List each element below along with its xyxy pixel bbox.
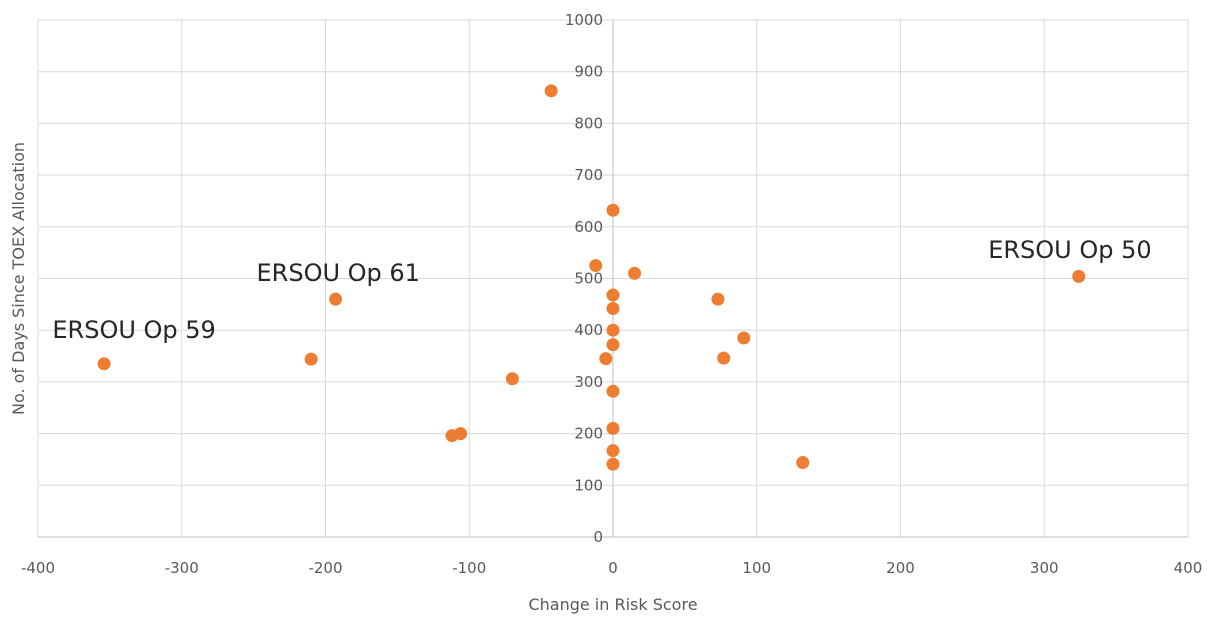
data-point <box>606 444 620 458</box>
data-point <box>796 456 810 470</box>
x-tick-label: 0 <box>608 559 618 577</box>
x-tick-label: 400 <box>1174 559 1203 577</box>
data-point <box>606 203 620 217</box>
data-point <box>329 292 343 306</box>
x-tick-label: 300 <box>1030 559 1059 577</box>
annotations: ERSOU Op 59 ERSOU Op 61 ERSOU Op 50 <box>52 236 1151 344</box>
data-point <box>606 288 620 302</box>
data-point <box>589 259 603 273</box>
data-point <box>628 266 642 280</box>
data-point <box>711 292 725 306</box>
y-tick-label: 200 <box>574 425 603 443</box>
data-point <box>606 338 620 352</box>
x-tick-label: 200 <box>886 559 915 577</box>
data-point <box>599 352 613 366</box>
data-point <box>454 427 468 441</box>
x-tick-label: -200 <box>308 559 342 577</box>
point-annotation: ERSOU Op 61 <box>257 259 420 287</box>
data-point <box>606 323 620 337</box>
tick-labels: -400 -300 -200 -100 0 100 200 300 400 0 100 200 300 4… <box>21 11 1202 577</box>
data-point <box>606 301 620 315</box>
y-tick-label: 500 <box>574 270 603 288</box>
y-tick-label: 100 <box>574 476 603 494</box>
data-point <box>717 351 731 365</box>
data-points <box>97 84 1086 471</box>
data-point <box>304 352 318 366</box>
y-tick-label: 600 <box>574 218 603 236</box>
y-tick-label: 400 <box>574 321 603 339</box>
point-annotation: ERSOU Op 59 <box>52 316 215 344</box>
data-point <box>606 384 620 398</box>
x-tick-label: -400 <box>21 559 55 577</box>
data-point <box>737 331 751 345</box>
point-annotation: ERSOU Op 50 <box>988 236 1151 264</box>
x-axis-title: Change in Risk Score <box>528 595 697 614</box>
data-point <box>97 357 111 371</box>
y-tick-label: 300 <box>574 373 603 391</box>
y-tick-label: 0 <box>593 528 603 546</box>
data-point <box>606 421 620 435</box>
data-point <box>606 457 620 471</box>
y-tick-label: 800 <box>574 114 603 132</box>
data-point <box>505 372 519 386</box>
y-axis-title: No. of Days Since TOEX Allocation <box>9 142 28 415</box>
y-tick-label: 700 <box>574 166 603 184</box>
x-tick-label: -100 <box>452 559 486 577</box>
x-tick-label: 100 <box>742 559 771 577</box>
y-tick-label: 900 <box>574 63 603 81</box>
y-tick-label: 1000 <box>565 11 603 29</box>
x-tick-label: -300 <box>165 559 199 577</box>
data-point <box>544 84 558 98</box>
data-point <box>1072 269 1086 283</box>
